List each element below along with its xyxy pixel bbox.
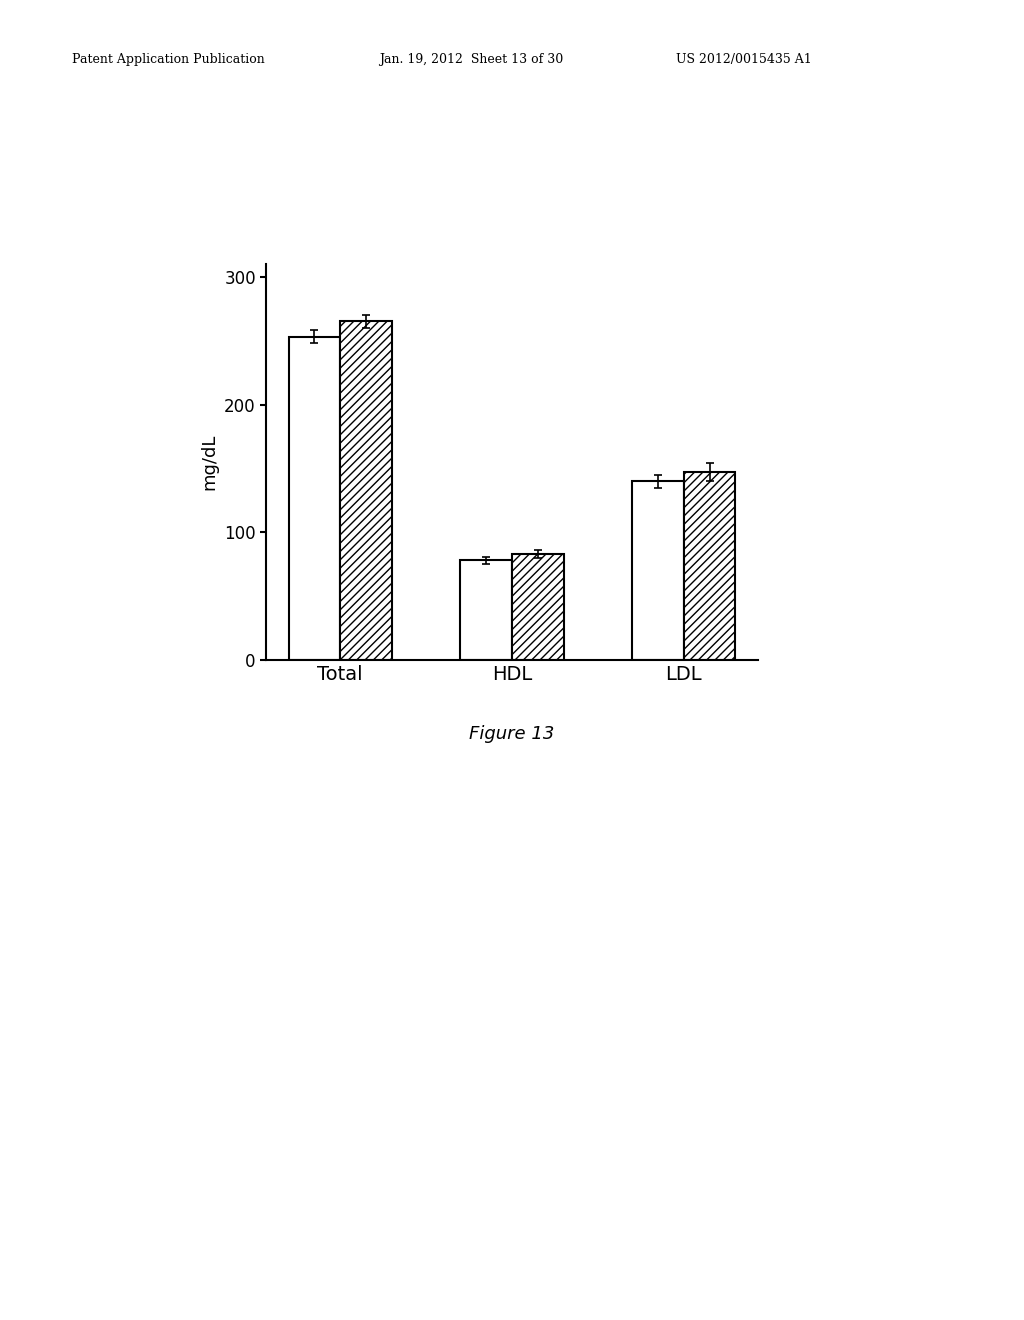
Text: US 2012/0015435 A1: US 2012/0015435 A1 xyxy=(676,53,812,66)
Bar xyxy=(461,561,512,660)
Bar xyxy=(340,322,392,660)
Bar xyxy=(684,473,735,660)
Text: Jan. 19, 2012  Sheet 13 of 30: Jan. 19, 2012 Sheet 13 of 30 xyxy=(379,53,563,66)
Bar xyxy=(289,337,340,660)
Bar xyxy=(632,482,684,660)
Y-axis label: mg/dL: mg/dL xyxy=(201,434,219,490)
Text: Figure 13: Figure 13 xyxy=(469,725,555,743)
Bar xyxy=(512,554,563,660)
Text: Patent Application Publication: Patent Application Publication xyxy=(72,53,264,66)
